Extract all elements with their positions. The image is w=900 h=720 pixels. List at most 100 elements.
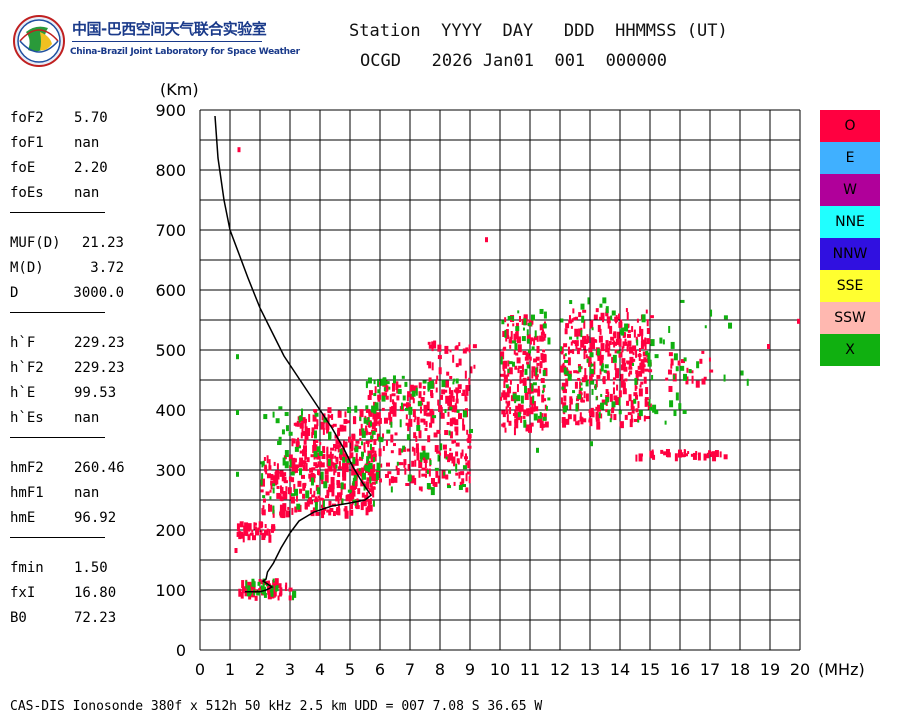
echo-point-o — [571, 318, 574, 323]
echo-point-o — [504, 427, 507, 433]
echo-point-o — [349, 509, 354, 516]
echo-point-o — [313, 490, 316, 495]
echo-point-x — [381, 395, 386, 402]
echo-point-o — [277, 583, 282, 589]
echo-point-x — [404, 381, 408, 387]
echo-point-o — [274, 581, 279, 590]
echo-point-o — [380, 463, 383, 468]
echo-point-o — [445, 474, 449, 480]
echo-point-o — [605, 311, 608, 316]
x-tick-label: 7 — [405, 660, 415, 679]
echo-point-o — [313, 410, 317, 414]
echo-point-o — [519, 375, 522, 384]
echo-point-o — [530, 422, 534, 427]
echo-point-o — [461, 393, 465, 397]
echo-point-x — [599, 303, 603, 308]
echo-point-x — [746, 378, 749, 386]
echo-point-o — [543, 354, 547, 363]
param-name: foF2 — [10, 110, 44, 126]
echo-point-o — [619, 421, 622, 427]
param-name: h`Es — [10, 410, 44, 426]
echo-point-o — [572, 308, 575, 314]
echo-point-o — [520, 415, 523, 423]
echo-point-o — [455, 442, 460, 447]
echo-point-o — [437, 399, 440, 406]
echo-point-o — [339, 424, 344, 432]
echo-point-o — [275, 470, 280, 477]
echo-point-o — [455, 398, 459, 404]
legend-item-w: W — [820, 174, 880, 206]
echo-point-o — [583, 351, 586, 360]
echo-point-x — [508, 361, 513, 365]
echo-point-x — [443, 471, 446, 476]
echo-point-o — [514, 336, 517, 343]
echo-point-o — [597, 404, 602, 412]
echo-point-o — [517, 368, 520, 374]
param-name: D — [10, 285, 19, 301]
echo-point-o — [405, 422, 409, 426]
echo-point-o — [599, 316, 602, 320]
echo-point-o — [337, 492, 340, 497]
x-axis-unit: (MHz) — [818, 660, 865, 679]
echo-point-o — [287, 487, 292, 495]
echo-point-x — [401, 375, 405, 379]
echo-point-o — [606, 316, 611, 324]
echo-point-o — [663, 451, 668, 456]
ionogram-chart: 0 1 2 3 4 5 6 7 8 9 10 11 12 13 14 15 16 17 18 19 2001002003… — [155, 80, 865, 679]
echo-point-o — [523, 409, 527, 416]
echo-point-o — [370, 467, 375, 475]
echo-point-o — [279, 510, 282, 518]
echo-point-o — [539, 324, 544, 331]
echo-point-o — [632, 352, 635, 356]
x-tick-label: 4 — [315, 660, 325, 679]
echo-point-o — [458, 413, 463, 420]
echo-point-o — [517, 403, 521, 411]
echo-point-o — [456, 391, 459, 400]
legend-item-o: O — [820, 110, 880, 142]
echo-point-o — [279, 470, 284, 474]
echo-point-o — [313, 444, 318, 453]
echo-point-o — [273, 583, 276, 587]
echo-point-o — [565, 418, 570, 425]
echo-point-o — [326, 463, 329, 467]
echo-point-o — [638, 388, 643, 397]
echo-point-x — [590, 441, 593, 447]
echo-point-o — [516, 357, 521, 364]
echo-point-x — [353, 474, 357, 481]
echo-point-o — [257, 527, 261, 531]
echo-point-o — [529, 339, 532, 345]
echo-point-o — [579, 381, 582, 390]
echo-point-o — [454, 419, 459, 426]
echo-point-x — [284, 461, 289, 469]
x-tick-label: 11 — [520, 660, 540, 679]
echo-point-o — [373, 453, 377, 462]
echo-point-x — [314, 412, 319, 417]
echo-point-o — [563, 354, 566, 360]
echo-point-o — [578, 312, 582, 318]
echo-point-o — [303, 439, 307, 445]
echo-point-o — [374, 450, 377, 454]
echo-point-o — [357, 445, 362, 449]
echo-point-o — [613, 341, 617, 346]
echo-point-o — [530, 383, 533, 392]
echo-point-o — [236, 531, 239, 537]
echo-point-o — [420, 418, 425, 423]
echo-point-o — [360, 423, 363, 430]
echo-point-o — [623, 366, 628, 372]
echo-point-o — [416, 447, 420, 453]
echo-point-x — [619, 329, 622, 335]
echo-point-x — [441, 380, 446, 388]
echo-point-o — [703, 376, 707, 380]
echo-point-o — [505, 409, 509, 415]
x-tick-label: 20 — [790, 660, 810, 679]
echo-point-o — [332, 423, 337, 427]
echo-point-x — [449, 406, 453, 410]
echo-point-x — [523, 419, 527, 428]
echo-point-o — [438, 405, 443, 413]
echo-point-o — [569, 398, 573, 405]
echo-point-o — [606, 372, 610, 381]
echo-point-x — [600, 402, 605, 410]
echo-point-o — [328, 465, 333, 472]
echo-point-x — [272, 483, 276, 487]
echo-point-o — [337, 472, 341, 478]
